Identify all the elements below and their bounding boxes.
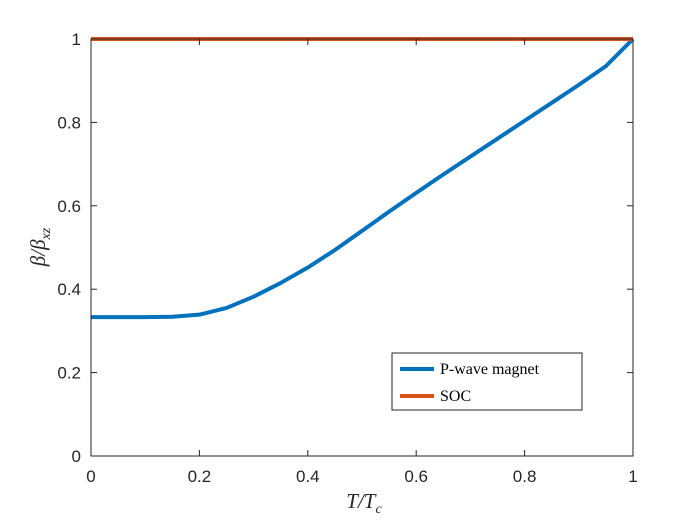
x-tick-label: 0 [86, 467, 95, 486]
y-axis-label: β/βxz [26, 227, 54, 267]
legend-label-soc: SOC [440, 388, 471, 405]
x-axis-label: T/Tc [346, 489, 382, 517]
x-tick-label: 0.2 [188, 467, 212, 486]
plot-frame [90, 38, 634, 457]
legend-box [391, 352, 583, 411]
y-tick-label: 1 [72, 30, 81, 49]
legend-label-p-wave-magnet: P-wave magnet [440, 361, 540, 378]
y-tick-label: 0.4 [57, 280, 81, 299]
legend: P-wave magnet SOC [391, 352, 583, 411]
x-tick-label: 0.6 [404, 467, 428, 486]
axis-ticks: 0 0.2 0.4 0.6 0.8 1 0 0.2 0.4 0.6 0.8 1 [57, 30, 637, 486]
y-tick-label: 0.6 [57, 197, 81, 216]
x-tick-label: 0.4 [296, 467, 320, 486]
y-tick-label: 0 [72, 447, 81, 466]
x-tick-label: 1 [628, 467, 637, 486]
y-tick-label: 0.8 [57, 113, 81, 132]
series-line-p-wave-magnet [91, 37, 635, 320]
y-tick-label: 0.2 [57, 364, 81, 383]
x-tick-label: 0.8 [513, 467, 537, 486]
